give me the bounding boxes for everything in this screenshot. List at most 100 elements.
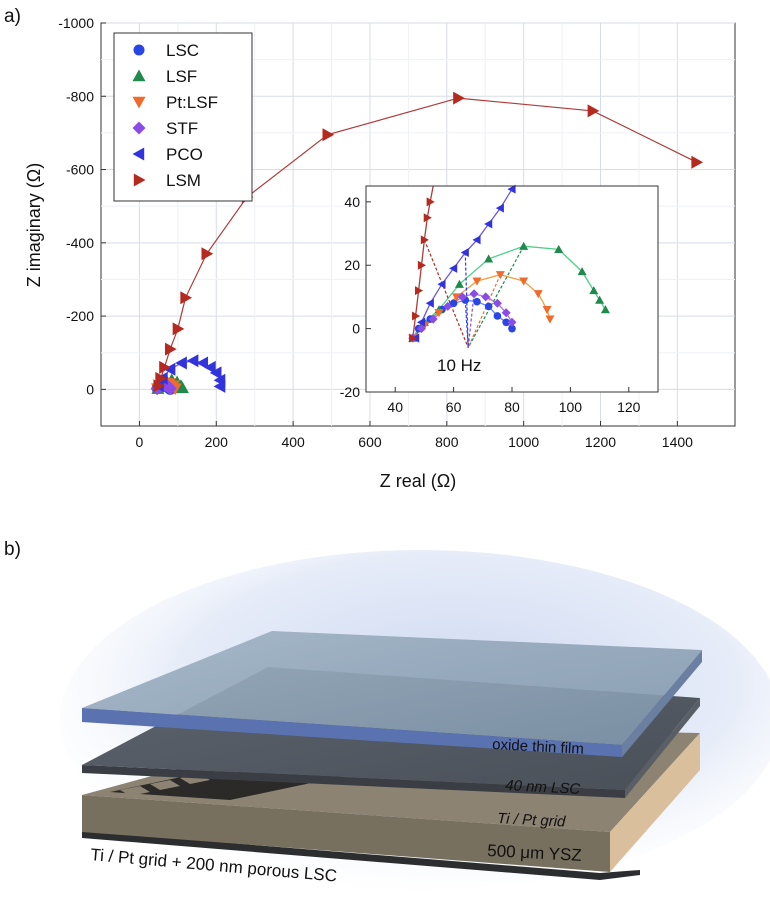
point-lsf (175, 381, 189, 394)
inset-fit-pco (414, 188, 513, 339)
inset-point-lsc (502, 318, 510, 327)
main-chart: 0 200 400 600 800 1000 1200 1400-1000-800-600-4… (24, 15, 736, 491)
inset-point-lsm (426, 197, 435, 207)
inset-data-points (408, 184, 610, 343)
legend-box (113, 32, 253, 202)
oxide-film-side (622, 650, 702, 757)
inset-point-lsm (423, 213, 432, 223)
legend-label-pco: PCO (166, 145, 203, 164)
point-lsm (180, 291, 193, 305)
point-pco (175, 356, 187, 370)
point-lsm (322, 128, 335, 142)
inset-point-stf (457, 292, 467, 302)
point-pco (196, 356, 209, 370)
point-lsm (172, 322, 185, 336)
inset-10hz-line-stf (467, 293, 475, 348)
legend-marker-pco (132, 147, 145, 161)
inset-point-lsc (449, 299, 458, 308)
inset-point-lsf (595, 295, 605, 304)
point-lsm (155, 371, 168, 385)
inset-point-pco (484, 219, 493, 229)
inset-x-tick-label: 40 (387, 399, 403, 415)
inset-point-pt-lsf (533, 290, 543, 299)
inset-annotation-10hz: 10 Hz (437, 356, 481, 375)
inset-point-lsf (454, 279, 464, 288)
inset-point-pco (437, 279, 446, 289)
inset-point-pt-lsf (542, 306, 552, 315)
inset-point-stf (492, 298, 502, 308)
inset-point-pco (472, 235, 481, 245)
inset-10hz-line-lsm (423, 239, 469, 348)
inset-x-tick-label: 120 (617, 399, 641, 415)
inset-point-pco (425, 298, 434, 308)
inset-point-lsm (417, 260, 426, 270)
inset-x-tick-label: 60 (446, 399, 462, 415)
x-tick-label: 200 (205, 434, 229, 450)
legend-label-stf: STF (166, 119, 198, 138)
point-lsm (164, 342, 177, 356)
inset-point-pco (460, 248, 469, 258)
inset-point-lsf (600, 305, 610, 314)
legend-marker-lsm (133, 173, 146, 187)
inset-10hz-line-pt-lsf (467, 274, 501, 348)
point-lsm (159, 360, 171, 374)
point-lsm (453, 91, 465, 105)
y-tick-label: -800 (66, 88, 94, 104)
point-lsm (201, 247, 214, 261)
x-tick-label: 0 (136, 434, 144, 450)
label-oxide-thin-film: oxide thin film (492, 736, 584, 758)
bottom-lsc-layer (82, 831, 640, 880)
oxide-film-top (82, 631, 702, 745)
inset-point-pco (507, 184, 516, 194)
inset-point-stf (443, 301, 453, 311)
inset-point-lsc (493, 312, 502, 320)
inset-point-pt-lsf (545, 315, 555, 324)
point-pco (204, 360, 216, 374)
inset-point-pt-lsf (452, 293, 462, 302)
ysz-substrate-side (610, 733, 700, 872)
inset-y-tick-label: -20 (340, 384, 360, 400)
x-tick-label: 1200 (585, 434, 616, 450)
label-500um-ysz: 500 μm YSZ (487, 841, 582, 865)
legend-label-lsf: LSF (166, 67, 197, 86)
inset-point-pt-lsf (472, 277, 482, 286)
legend-marker-lsf (132, 69, 146, 82)
inset-point-stf (416, 324, 426, 334)
y-tick-label: -1000 (58, 15, 94, 31)
x-tick-label: 1400 (662, 434, 693, 450)
inset-point-lsm (414, 286, 424, 296)
lsc-40nm-front (82, 765, 625, 798)
lsc-40nm-side (625, 698, 700, 798)
inset-point-stf (481, 292, 491, 302)
point-stf (163, 382, 177, 396)
inset-point-lsf (519, 241, 529, 250)
inset-chart: 40 60 80 100 120 -20 0 20 40 10 Hz (340, 184, 659, 415)
x-axis-label: Z real (Ω) (380, 471, 456, 491)
inset-x-tick-label: 80 (504, 399, 520, 415)
inset-point-lsc (473, 297, 481, 306)
inset-y-tick-label: 0 (352, 321, 360, 337)
label-ti-pt-grid: Ti / Pt grid (497, 810, 567, 831)
inset-point-lsf (554, 244, 564, 253)
inset-10hz-line-lsc (464, 300, 469, 348)
legend-label-lsc: LSC (166, 41, 199, 60)
point-lsm (587, 104, 600, 118)
inset-x-tick-label: 100 (559, 399, 583, 415)
inset-point-lsc (508, 324, 516, 333)
point-pco (186, 354, 199, 368)
inset-background (366, 186, 658, 392)
inset-point-pt-lsf (495, 271, 505, 280)
legend-label-lsm: LSM (166, 171, 201, 190)
inset-point-pt-lsf (434, 309, 444, 318)
inset-point-stf (428, 314, 438, 324)
inset-y-tick-label: 20 (344, 257, 360, 273)
legend-marker-pt-lsf (132, 96, 146, 109)
oxide-film-front (82, 708, 622, 757)
point-pco (213, 379, 226, 393)
y-tick-label: -400 (66, 235, 94, 251)
main-ticks: 0 200 400 600 800 1000 1200 1400-1000-800-600-4… (58, 15, 693, 450)
x-tick-label: 1000 (508, 434, 539, 450)
inset-point-lsm (409, 333, 418, 343)
inset-10hz-line-lsf (467, 245, 525, 348)
